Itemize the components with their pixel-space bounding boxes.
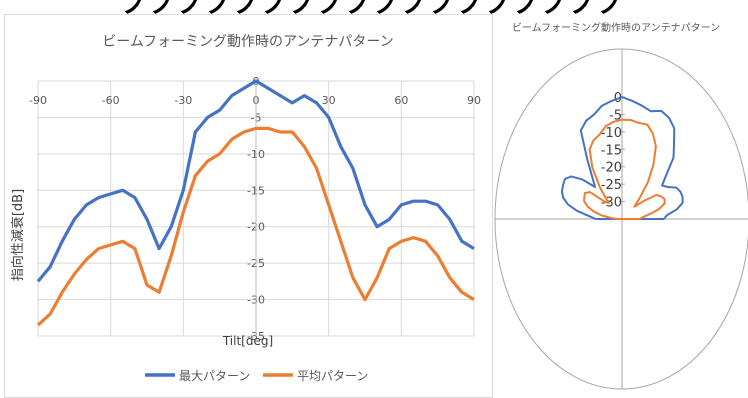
polar-r-tick-label: -20 (601, 161, 622, 176)
series-line-0 (36, 79, 475, 283)
line-chart: ビームフォーミング動作時のアンテナパターン0-5-10-15-20-25-30-… (10, 34, 481, 383)
polar-r-tick-label: -10 (601, 126, 622, 141)
x-tick-label: 60 (394, 94, 408, 107)
y-axis-title: 指向性減衰[dB] (10, 189, 26, 281)
line-chart-panel: ビームフォーミング動作時のアンテナパターン0-5-10-15-20-25-30-… (4, 14, 493, 398)
polar-r-tick-label: -30 (601, 196, 622, 211)
page-banner: ノノノノノノノノノノノノノノノノノノ (121, 0, 626, 20)
polar-r-tick-label: -15 (601, 143, 622, 158)
x-tick-label: -30 (174, 94, 192, 107)
legend-label: 最大パターン (179, 369, 250, 383)
legend-label: 平均パターン (297, 369, 368, 383)
x-tick-label: -90 (29, 94, 47, 107)
polar-series-1 (583, 118, 666, 220)
polar-series-0 (561, 96, 684, 220)
y-tick-label: -35 (247, 330, 265, 343)
polar-chart-panel: ビームフォーミング動作時のアンテナパターン 0 -5 -10 -15 -20 -25 -30 (494, 14, 748, 396)
x-tick-label: 90 (467, 94, 481, 107)
x-tick-label: -60 (102, 94, 120, 107)
polar-r-tick-label: -25 (601, 178, 622, 193)
chart-title: ビームフォーミング動作時のアンテナパターン (102, 34, 393, 50)
x-tick-label: 30 (322, 94, 336, 107)
x-axis-title: Tilt[deg] (222, 334, 273, 348)
series-line-1 (36, 126, 475, 327)
polar-title: ビームフォーミング動作時のアンテナパターン (512, 21, 720, 34)
